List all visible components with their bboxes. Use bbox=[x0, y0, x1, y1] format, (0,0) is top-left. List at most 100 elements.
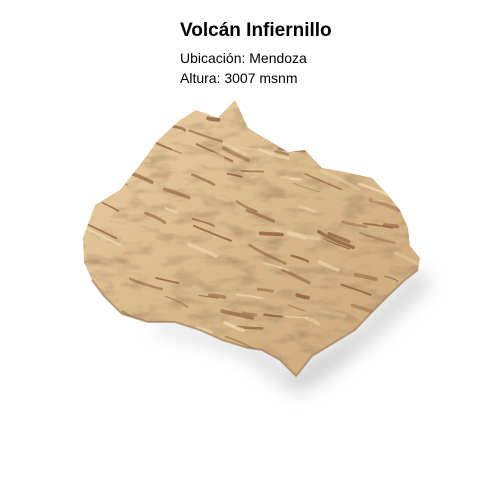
ridge-stroke bbox=[220, 309, 254, 320]
ridge-stroke bbox=[340, 120, 372, 137]
ridge-stroke bbox=[109, 220, 127, 225]
ridge-stroke bbox=[351, 237, 375, 240]
ridge-stroke bbox=[382, 223, 400, 229]
ridge-stroke bbox=[101, 201, 120, 212]
ridge-stroke bbox=[277, 147, 306, 153]
ridge-stroke bbox=[208, 293, 227, 299]
ridge-stroke bbox=[359, 231, 396, 244]
ridge-stroke bbox=[180, 356, 213, 372]
ridge-stroke bbox=[137, 158, 152, 163]
ridge-stroke bbox=[133, 353, 153, 365]
ridge-stroke bbox=[129, 277, 163, 291]
ridge-stroke bbox=[162, 187, 191, 200]
ridge-stroke bbox=[98, 264, 119, 268]
ridge-stroke bbox=[407, 356, 420, 369]
ridge-stroke bbox=[244, 360, 257, 365]
ridge-stroke bbox=[390, 314, 420, 329]
ridge-stroke bbox=[222, 146, 251, 162]
ridge-stroke bbox=[267, 224, 288, 234]
ridge-stroke bbox=[206, 116, 221, 122]
ridge-stroke bbox=[341, 220, 368, 228]
ridge-stroke bbox=[248, 243, 287, 265]
ridge-stroke bbox=[92, 317, 111, 326]
ridge-stroke bbox=[372, 198, 385, 203]
ridge-stroke bbox=[397, 162, 411, 168]
ridge-stroke bbox=[385, 161, 402, 170]
ridge-stroke bbox=[284, 315, 309, 319]
ridge-stroke bbox=[360, 283, 386, 291]
ridge-stroke bbox=[94, 127, 124, 135]
ridge-stroke bbox=[290, 254, 310, 263]
ridge-stroke bbox=[102, 324, 136, 336]
ridge-stroke bbox=[191, 218, 216, 227]
ridge-stroke bbox=[143, 111, 163, 120]
ridge-stroke bbox=[240, 170, 264, 173]
ridge-stroke bbox=[281, 268, 311, 285]
ridge-stroke bbox=[83, 185, 99, 192]
ridge-stroke bbox=[187, 340, 203, 345]
ridge-stroke bbox=[222, 141, 247, 156]
ridge-stroke bbox=[85, 227, 122, 247]
ridge-stroke bbox=[353, 272, 378, 282]
ridge-stroke bbox=[340, 283, 372, 296]
terrain-front-edge bbox=[91, 269, 419, 378]
ridge-stroke bbox=[85, 166, 109, 176]
ridge-stroke bbox=[155, 277, 180, 284]
ridge-stroke bbox=[382, 266, 397, 272]
ridge-stroke bbox=[409, 155, 420, 169]
ridge-stroke bbox=[187, 242, 218, 258]
ridge-stroke bbox=[317, 260, 340, 272]
ridge-stroke bbox=[295, 293, 310, 300]
ridge-stroke bbox=[364, 166, 383, 170]
ridge-stroke bbox=[263, 327, 279, 337]
ridge-stroke bbox=[323, 237, 351, 250]
ridge-stroke bbox=[288, 189, 309, 199]
ridge-stroke bbox=[105, 173, 128, 186]
ridge-stroke bbox=[318, 113, 334, 118]
ridge-stroke bbox=[233, 356, 248, 361]
ridge-stroke bbox=[304, 316, 320, 326]
ridge-stroke bbox=[85, 223, 118, 240]
ridge-stroke bbox=[94, 360, 119, 368]
map-title: Volcán Infiernillo bbox=[180, 20, 332, 41]
ridge-stroke bbox=[226, 172, 243, 178]
ridge-stroke bbox=[144, 345, 178, 362]
ridge-stroke bbox=[235, 293, 264, 299]
ridge-stroke bbox=[370, 115, 392, 123]
ridge-stroke bbox=[404, 225, 420, 230]
ridge-stroke bbox=[192, 224, 232, 242]
ridge-stroke bbox=[416, 302, 420, 313]
ridge-stroke bbox=[327, 232, 351, 244]
ridge-stroke bbox=[413, 151, 420, 154]
ridge-stroke bbox=[236, 200, 258, 213]
ridge-stroke bbox=[187, 290, 210, 295]
ridge-stroke bbox=[299, 205, 316, 213]
ridge-stroke bbox=[144, 211, 167, 225]
ridge-stroke bbox=[258, 231, 284, 237]
ridge-stroke bbox=[256, 287, 274, 293]
ridge-stroke bbox=[241, 311, 258, 317]
ridge-stroke bbox=[287, 230, 321, 241]
ridge-stroke bbox=[218, 156, 255, 176]
ridge-stroke bbox=[411, 315, 420, 332]
ridge-stroke bbox=[245, 208, 276, 223]
ridge-stroke bbox=[138, 287, 156, 291]
ridge-stroke bbox=[316, 229, 355, 250]
ridge-stroke bbox=[307, 110, 335, 123]
ridge-stroke bbox=[258, 148, 290, 161]
altitude-label: Altura: 3007 msnm bbox=[180, 70, 298, 86]
location-label: Ubicación: Mendoza bbox=[180, 50, 307, 66]
ridge-stroke bbox=[261, 317, 301, 339]
ridge-stroke bbox=[124, 139, 142, 150]
ridge-stroke bbox=[263, 262, 290, 272]
ridge-stroke bbox=[171, 124, 187, 132]
ridge-stroke bbox=[164, 206, 178, 214]
terrain-shadow bbox=[150, 270, 428, 392]
ridge-stroke bbox=[289, 177, 301, 181]
ridge-stroke bbox=[293, 182, 321, 193]
ridge-stroke bbox=[412, 149, 420, 166]
ridge-stroke bbox=[274, 150, 290, 156]
ridge-stroke bbox=[202, 195, 240, 216]
ridge-stroke bbox=[198, 294, 219, 299]
ridge-stroke bbox=[117, 170, 133, 176]
